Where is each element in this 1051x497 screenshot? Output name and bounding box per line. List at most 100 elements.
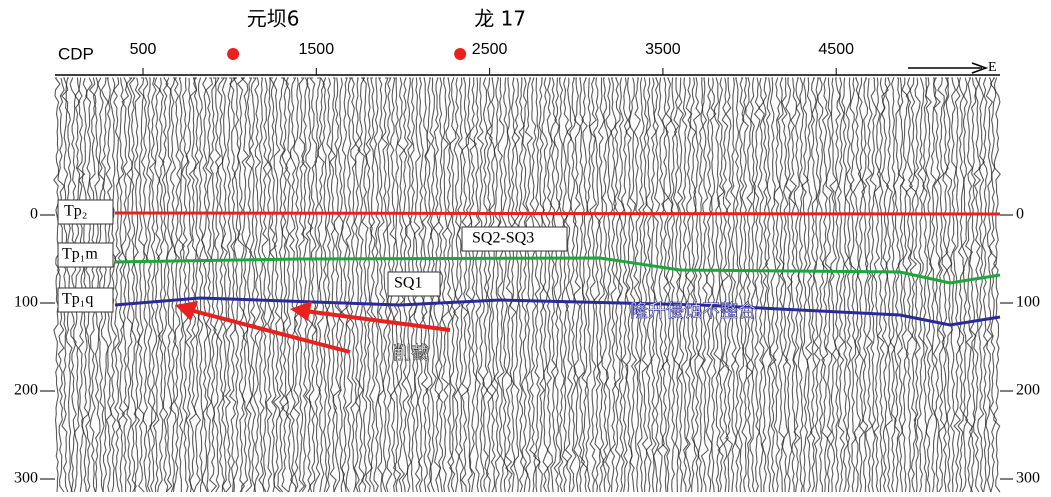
trace [445,77,453,493]
trace [85,77,93,493]
tick-label: 300 [14,470,38,487]
trace [248,77,258,493]
trace [557,77,566,493]
trace [337,77,345,493]
trace [437,77,444,493]
trace [300,77,309,493]
well-marker [227,48,240,60]
horizon-label: Tp₂ [64,203,87,220]
trace [636,77,645,493]
trace [892,77,901,493]
trace [769,77,777,493]
annotation: 削截 [393,343,429,364]
trace [757,77,766,493]
trace [456,77,465,493]
trace [321,77,329,493]
trace [665,77,673,493]
trace [932,77,942,493]
trace [257,77,265,493]
trace [469,77,478,493]
tick-label: 0 [1016,206,1024,223]
tick-label: 300 [1016,470,1040,487]
trace [192,77,202,493]
trace [465,77,474,493]
trace [953,77,962,493]
trace [961,77,969,493]
trace [721,77,730,493]
trace [349,77,357,493]
trace [972,77,981,493]
trace [117,77,126,493]
trace [265,77,273,493]
trace [200,77,209,493]
trace [964,77,974,493]
sequence-label: SQ2-SQ3 [472,230,534,247]
trace [313,77,322,493]
trace [945,77,954,493]
well-label: 元坝6 [247,7,300,31]
trace [92,77,101,493]
trace [509,77,517,493]
trace [61,77,69,493]
trace [545,77,554,493]
trace [697,77,705,493]
trace [585,77,593,493]
trace [493,77,501,493]
trace [629,77,638,493]
trace [268,77,278,493]
trace [621,77,629,493]
trace [833,77,841,493]
trace [785,77,793,493]
label-box [461,226,568,252]
trace [81,77,90,493]
trace [925,77,933,493]
trace [69,77,77,493]
trace [650,77,657,493]
trace [977,77,986,493]
trace [656,77,665,493]
tick-label: 0 [30,206,38,223]
trace [561,77,570,493]
trace [485,77,494,493]
trace [781,77,789,493]
direction-label: E [988,60,997,75]
trace [521,77,529,493]
trace [809,77,818,493]
trace [188,77,198,493]
trace [109,77,118,493]
trace [280,77,290,493]
trace [669,77,678,493]
trace [105,77,113,493]
trace [881,77,890,493]
trace [633,77,641,493]
trace [804,77,813,493]
trace [849,77,857,493]
trace [957,77,965,493]
tick-label: 200 [1016,382,1040,399]
trace [125,77,133,493]
trace [482,77,489,493]
trace [825,77,834,493]
trace [488,77,497,493]
trace [513,77,522,493]
trace [205,77,214,493]
trace [373,77,381,493]
trace [197,77,205,493]
trace [553,77,561,492]
trace [865,77,874,493]
tick-label: 100 [1016,294,1040,311]
sequence-label: SQ1 [394,275,422,292]
trace [896,77,906,493]
trace [140,77,149,493]
trace [661,77,670,493]
trace [777,77,786,493]
trace [844,77,853,493]
trace [817,77,825,493]
trace [361,77,369,493]
trace [178,77,186,493]
trace [277,77,286,493]
trace [460,77,470,493]
trace [652,77,661,493]
truncation-arrows [189,308,451,354]
trace [329,77,338,493]
